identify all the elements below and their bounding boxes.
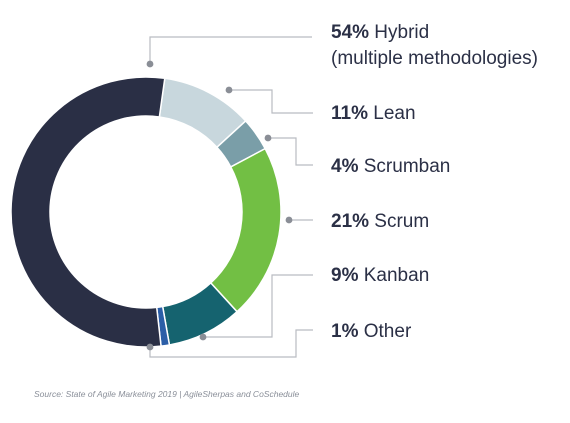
slice-label-other: 1% Other <box>331 321 412 342</box>
slice-name-lean: Lean <box>368 103 416 124</box>
leader-line-lean <box>229 89 313 114</box>
slice-labels: 54% Hybrid (multiple methodologies) 11% Le… <box>331 22 538 342</box>
leader-dot-kanban <box>199 333 207 341</box>
leader-line-scrumban <box>268 137 313 166</box>
slice-name-scrumban: Scrumban <box>358 156 450 177</box>
slice-scrum <box>209 147 282 313</box>
slice-label-lean: 11% Lean <box>331 103 416 124</box>
leader-line-hybrid <box>149 36 312 64</box>
leader-dot-hybrid <box>146 60 154 68</box>
leader-dot-scrum <box>285 216 293 224</box>
leader-line-other <box>149 329 313 358</box>
slice-pct-kanban: 9% <box>331 265 359 286</box>
slice-pct-scrumban: 4% <box>331 156 359 177</box>
slice-pct-scrum: 21% <box>331 211 369 232</box>
slice-name-other: Other <box>358 321 411 342</box>
slice-pct-lean: 11% <box>331 103 368 124</box>
slice-label-kanban: 9% Kanban <box>331 265 429 286</box>
leader-dot-other <box>146 343 154 351</box>
slice-name-kanban: Kanban <box>358 265 429 286</box>
slice-label-scrum: 21% Scrum <box>331 211 429 232</box>
slice-name-hybrid: Hybrid <box>369 22 429 43</box>
slice-label-hybrid: 54% Hybrid <box>331 22 429 43</box>
slice-hybrid <box>10 76 166 348</box>
leader-dot-lean <box>225 86 233 94</box>
slice-label-scrumban: 4% Scrumban <box>331 156 450 177</box>
slice-pct-hybrid: 54% <box>331 22 369 43</box>
source-note: Source: State of Agile Marketing 2019 | … <box>34 389 300 399</box>
slice-pct-other: 1% <box>331 321 359 342</box>
leader-lines <box>146 36 313 358</box>
donut-slices <box>10 76 282 348</box>
slice-label-line2-hybrid: (multiple methodologies) <box>331 48 538 69</box>
leader-line-kanban <box>203 274 313 338</box>
slice-name-scrum: Scrum <box>369 211 429 232</box>
leader-dot-scrumban <box>264 134 272 142</box>
